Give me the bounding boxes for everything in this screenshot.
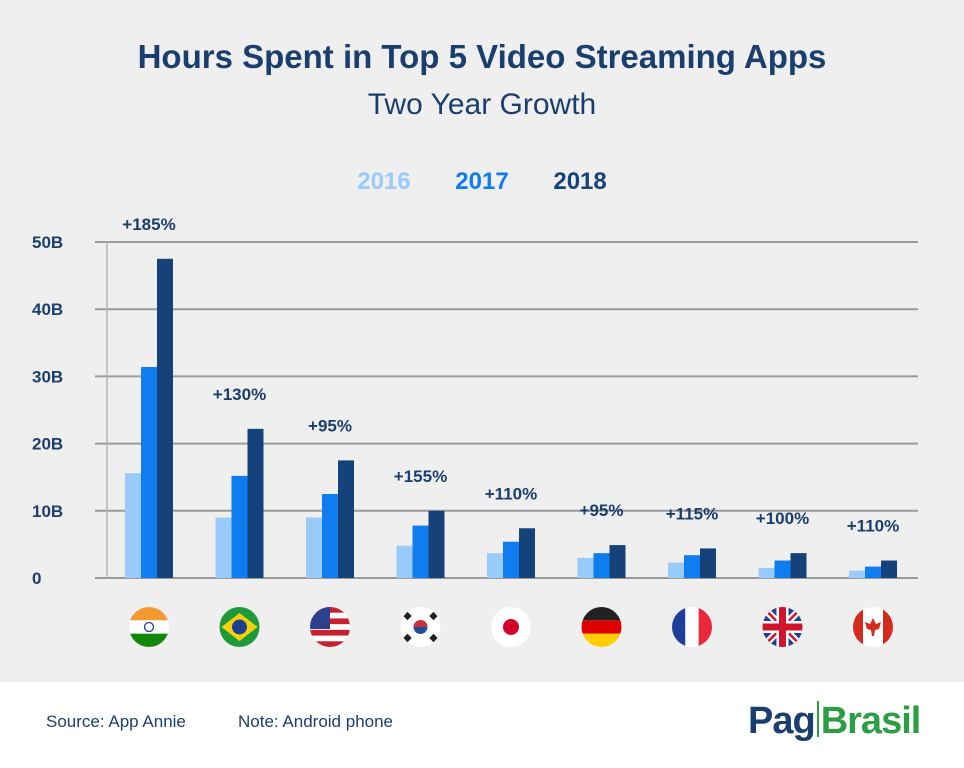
source-note: Source: App Annie (46, 712, 186, 731)
y-tick-label: 40B (32, 300, 63, 319)
y-tick-label: 10B (32, 502, 63, 521)
bar-group-2 (306, 460, 354, 578)
bar-2018 (700, 548, 716, 578)
germany-flag-icon (581, 607, 622, 647)
bar-2016 (849, 570, 865, 578)
growth-label: +130% (213, 385, 266, 404)
bar-group-7 (758, 553, 807, 578)
chart-subtitle: Two Year Growth (367, 88, 597, 121)
france-flag-icon (672, 607, 712, 647)
bar-2017 (774, 560, 791, 578)
japan-flag-icon (491, 607, 531, 647)
canada-flag-icon (853, 607, 893, 647)
bar-2017 (231, 475, 248, 578)
logo-text-pag: Pag (748, 700, 816, 742)
growth-label: +110% (485, 484, 537, 503)
south-korea-flag-icon (400, 607, 441, 647)
growth-label: +95% (580, 501, 624, 520)
bar-2018 (519, 528, 535, 578)
bar-2018 (338, 460, 354, 578)
brazil-flag-icon (219, 607, 260, 647)
bar-2018 (157, 258, 173, 578)
bar-group-5 (577, 545, 626, 578)
bar-chart: 0 10B 20B 30B 40B 50B +185% +130% +95% +155% +110… (32, 215, 918, 647)
bar-2016 (396, 545, 413, 578)
bar-2016 (306, 517, 322, 578)
bar-group-3 (396, 510, 445, 578)
bar-2018 (790, 553, 807, 578)
legend: 2016 2017 2018 (0, 168, 964, 196)
bar-2016 (125, 473, 141, 578)
y-tick-label: 50B (32, 233, 63, 252)
growth-label: +100% (756, 509, 809, 528)
uk-flag-icon (762, 607, 803, 647)
legend-item-2018: 2018 (553, 168, 607, 195)
india-flag-icon (129, 607, 169, 647)
y-tick-label: 0 (32, 569, 41, 588)
bar-group-6 (668, 548, 716, 578)
bar-2017 (865, 566, 881, 578)
bar-2018 (428, 510, 445, 578)
y-tick-label: 30B (32, 367, 63, 386)
usa-flag-icon (310, 607, 350, 647)
legend-item-2017: 2017 (455, 168, 509, 195)
bar-group-4 (487, 528, 535, 578)
bar-2017 (141, 366, 157, 578)
bar-2018 (609, 545, 626, 578)
logo-text-brasil: Brasil (820, 700, 922, 742)
bar-2016 (215, 517, 232, 578)
device-note: Note: Android phone (238, 712, 394, 731)
bar-2017 (684, 555, 700, 578)
bar-2017 (322, 494, 338, 578)
logo-divider (816, 701, 819, 737)
bar-2017 (593, 553, 610, 578)
bar-2016 (668, 562, 684, 578)
bar-2017 (412, 525, 429, 578)
bar-2017 (503, 541, 519, 578)
growth-label: +185% (122, 215, 175, 234)
legend-item-2016: 2016 (357, 168, 411, 195)
bar-2018 (881, 560, 897, 578)
bar-2016 (577, 557, 594, 578)
chart-title: Hours Spent in Top 5 Video Streaming App… (137, 38, 827, 75)
bar-2018 (247, 428, 264, 578)
bar-2016 (487, 553, 503, 578)
bar-group-0 (125, 258, 173, 578)
growth-label: +115% (666, 504, 718, 523)
y-tick-label: 20B (32, 435, 63, 454)
bar-2016 (758, 567, 775, 578)
bar-group-1 (215, 428, 264, 578)
growth-label: +95% (308, 416, 352, 435)
pagbrasil-logo: Pag Brasil (748, 700, 922, 743)
growth-label: +110% (847, 517, 899, 536)
bar-group-8 (849, 560, 897, 578)
growth-label: +155% (394, 467, 447, 486)
